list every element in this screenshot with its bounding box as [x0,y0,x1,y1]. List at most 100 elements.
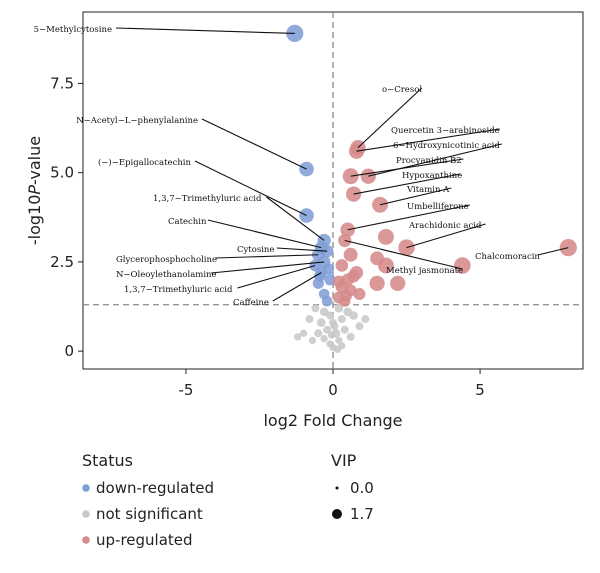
data-point-down-regulated [299,208,314,223]
annotation-label: N−Acetyl−L−phenylalanine [76,116,198,126]
annotation-leader-line [357,87,423,149]
y-axis-title: -log10P-value [25,136,44,245]
y-axis-title-prefix: -log10 [25,195,44,246]
annotation-leader-line [350,158,464,177]
annotation-leader-line [276,247,328,252]
annotation-leader-line [537,247,569,256]
annotation-label: Quercetin 3−arabinoside [391,126,500,136]
legend-vip-swatch [332,509,342,519]
data-point-not-significant [330,322,339,331]
data-point-not-significant [340,325,349,334]
annotation-leader-line [406,223,486,249]
legend-status-label: down-regulated [96,479,214,497]
data-point-not-significant [327,331,336,339]
y-axis-title-italic: P [25,185,44,195]
legend-status-swatch [82,484,90,492]
data-point-up-regulated [340,290,352,302]
data-point-down-regulated [321,295,333,307]
annotation-label: 1,3,7−Trimethyluric acid [153,194,262,204]
data-point-not-significant [299,329,308,337]
annotation-leader-line [266,196,325,241]
data-point-up-regulated [332,275,345,288]
annotation-leader-line [201,118,307,170]
data-point-not-significant [334,303,344,313]
annotation-label: Procyanidin B2 [396,156,462,166]
annotation-label: Methyl jasmonate [386,266,463,276]
annotation-leader-line [353,173,461,195]
annotation-leader-line [207,219,322,249]
x-tick-label: 0 [328,381,338,399]
annotation-label: Caffeine [233,298,269,308]
annotation-label: o−Cresol [382,85,422,95]
legend-vip-title: VIP [331,451,357,470]
y-tick-label: 7.5 [50,74,74,92]
x-tick-label: 5 [475,381,485,399]
annotation-leader-line [347,204,470,231]
annotation-leader-line [368,143,502,177]
data-point-up-regulated [377,228,394,245]
legend-status-title: Status [82,451,133,470]
y-tick-label: 2.5 [50,253,74,271]
annotation-label: Vitamin A [406,185,450,195]
data-point-not-significant [326,311,335,320]
annotation-leader-line [210,261,325,274]
data-point-not-significant [311,304,320,313]
data-point-down-regulated [314,270,326,282]
annotation-label: Glycerophosphocholine [116,255,217,265]
annotation-label: 6−Hydroxynicotinic acid [393,141,500,151]
data-point-up-regulated [340,222,355,238]
annotation-label: Umbelliferone [407,202,469,212]
legend-vip-label: 1.7 [350,505,374,523]
annotation-leader-line [237,264,316,289]
data-point-not-significant [349,311,358,320]
data-point-up-regulated [390,275,406,291]
y-tick-label: 5.0 [50,164,74,182]
annotation-leader-line [215,254,319,259]
annotation-leader-line [344,239,463,270]
legend-status-label: not significant [96,505,203,523]
data-point-not-significant [337,315,346,324]
legend-vip-label: 0.0 [350,479,374,497]
data-point-up-regulated [335,259,349,272]
x-axis-title: log2 Fold Change [263,411,402,430]
data-point-up-regulated [353,288,366,300]
data-point-not-significant [294,333,302,341]
data-point-down-regulated [322,263,335,275]
data-point-up-regulated [369,275,385,291]
data-point-up-regulated [342,168,359,185]
data-point-up-regulated [338,233,352,248]
data-point-not-significant [305,315,314,324]
data-point-not-significant [346,332,355,341]
annotation-leader-line [272,272,322,302]
data-point-not-significant [308,336,317,345]
data-point-not-significant [361,315,370,324]
data-point-not-significant [316,318,326,327]
annotation-label: Chalcomoracin [475,252,540,262]
annotation-label: Hypoxanthine [402,171,462,181]
legend-status-swatch [82,510,90,518]
y-axis-title-suffix: -value [25,136,44,185]
data-point-up-regulated [343,247,358,262]
data-point-up-regulated [347,269,360,283]
annotation-label: 5−Methylcytosine [34,25,112,35]
annotation-leader-line [379,187,452,206]
data-point-not-significant [314,329,323,338]
legend-status-swatch [82,536,90,544]
legend-vip-swatch [335,486,339,490]
annotation-label: Cytosine [237,245,274,255]
data-point-up-regulated [370,251,385,266]
y-tick-label: 0 [64,342,74,360]
legend-status-label: up-regulated [96,531,193,549]
data-point-down-regulated [324,274,336,286]
data-point-up-regulated [454,257,471,274]
annotation-label: Catechin [168,217,207,227]
data-point-down-regulated [299,161,314,177]
annotation-label: (−)−Epigallocatechin [98,157,192,168]
annotation-leader-line [194,160,307,216]
x-tick-label: -5 [178,381,193,399]
data-point-not-significant [335,336,343,345]
annotation-label: N−Oleoylethanolamine [116,270,217,280]
annotation-label: 1,3,7−Trimethyluric acid [124,285,233,295]
data-point-not-significant [355,322,364,331]
